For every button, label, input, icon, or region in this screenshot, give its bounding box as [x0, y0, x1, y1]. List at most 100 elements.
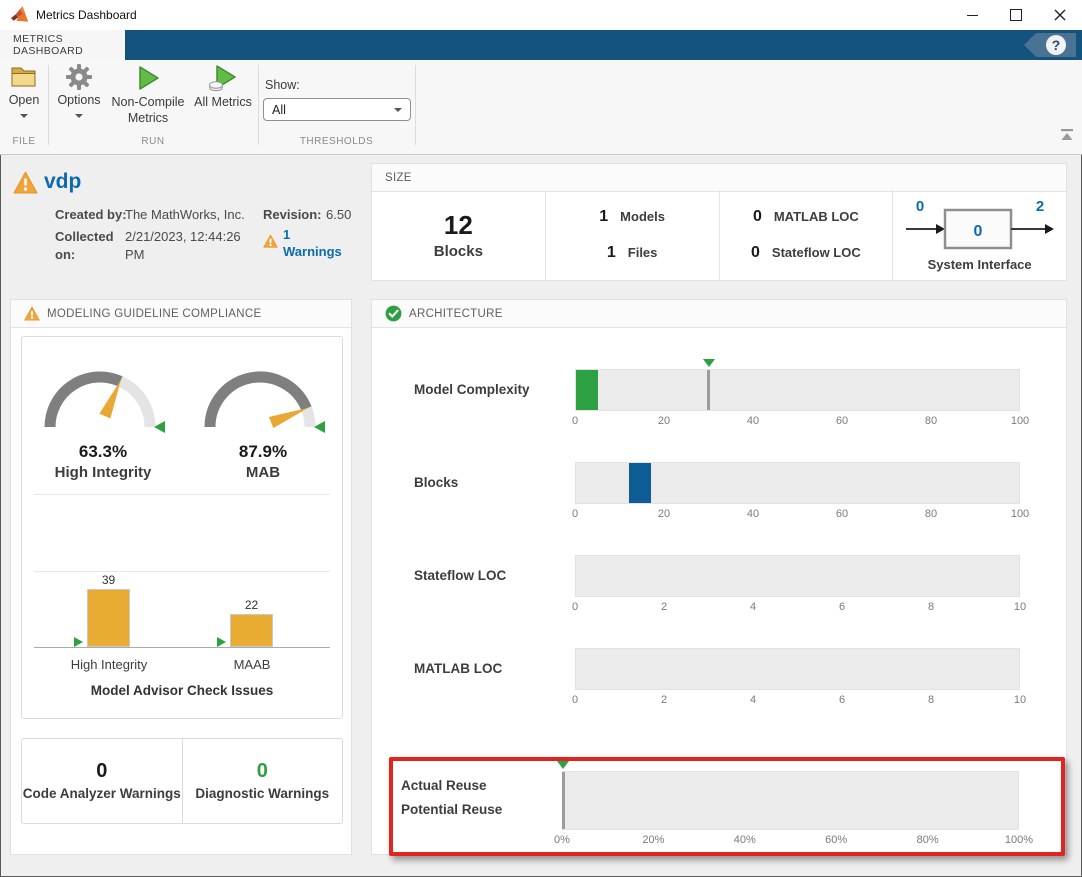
help-icon: ? — [1024, 33, 1076, 57]
model-name: vdp — [44, 170, 82, 193]
size-panel-body: 12 Blocks 1 Models 1 Files 0 MATLAB LOC 0 St… — [372, 190, 1066, 280]
compliance-card: 63.3% High Integrity 87.9% MAB 39 — [21, 336, 343, 719]
axis-tick: 2 — [660, 601, 668, 613]
warning-icon — [24, 306, 40, 321]
thresholds-show-select[interactable]: All — [263, 98, 411, 121]
metric-track — [575, 359, 1020, 411]
minimize-button[interactable] — [950, 0, 994, 30]
tab-metrics-dashboard[interactable]: METRICS DASHBOARD — [0, 30, 125, 60]
chart-title: Model Advisor Check Issues — [90, 683, 274, 698]
model-warning-icon — [13, 171, 38, 199]
counter-value: 0 — [256, 759, 268, 782]
created-by-label: Created by: — [55, 207, 127, 222]
show-selected-value: All — [272, 102, 286, 117]
axis-ticks: 0 20 40 60 80 100 — [571, 415, 1029, 429]
gauge-mab: 87.9% MAB — [190, 349, 336, 481]
metric-label: Model Complexity — [414, 382, 530, 397]
chevron-down-icon — [394, 107, 402, 112]
options-button[interactable]: Options — [52, 64, 106, 118]
axis-tick: 60 — [835, 415, 849, 427]
code-analyzer-warnings-cell: 0 Code Analyzer Warnings — [22, 739, 183, 823]
axis-tick: 20 — [657, 508, 671, 520]
bar-value: 39 — [101, 572, 116, 587]
svg-text:?: ? — [1052, 37, 1061, 53]
metric-bar — [629, 463, 652, 503]
close-button[interactable] — [1038, 0, 1082, 30]
axis-tick: 0 — [571, 601, 579, 613]
divider — [34, 494, 330, 495]
toolbar-separator — [258, 65, 259, 145]
axis-tick: 80 — [924, 415, 938, 427]
architecture-panel-header: ARCHITECTURE — [372, 300, 1066, 328]
bar-high-integrity: 39 — [87, 573, 130, 647]
matlab-logo-icon — [11, 6, 29, 28]
warnings-icon — [263, 234, 278, 253]
options-label: Options — [57, 93, 101, 107]
axis-tick: 60 — [835, 508, 849, 520]
axis-tick: 0 — [571, 415, 579, 427]
warnings-link[interactable]: 1 Warnings — [283, 227, 342, 261]
metric-label: Blocks — [414, 475, 459, 490]
axis-tick: 8 — [927, 694, 935, 706]
gauge-value: 63.3% — [78, 442, 128, 461]
metric-track — [575, 648, 1020, 690]
axis-tick: 0 — [571, 508, 579, 520]
counter-value: 0 — [96, 759, 108, 782]
axis-ticks: 0 2 4 6 8 10 — [571, 601, 1026, 615]
model-advisor-chart: 39 22 High Integrity MAAB Model Advisor … — [22, 571, 342, 718]
chevron-down-icon — [20, 113, 28, 118]
gauge-dial — [190, 349, 336, 446]
metric-track — [575, 555, 1020, 597]
axis-tick: 8 — [927, 601, 935, 613]
metric-track — [575, 462, 1020, 504]
size-panel: SIZE 12 Blocks 1 Models 1 Files 0 MATLAB LO… — [371, 163, 1067, 281]
axis-tick: 4 — [749, 694, 757, 706]
chevron-down-icon — [75, 113, 83, 118]
size-panel-title: SIZE — [385, 171, 412, 184]
threshold-marker-icon — [74, 637, 83, 647]
stateflow-loc-label: Stateflow LOC — [771, 245, 861, 260]
tab-label: METRICS DASHBOARD — [13, 33, 84, 57]
group-label-thresholds: THRESHOLDS — [299, 136, 374, 147]
matlab-loc-value: 0 — [752, 208, 762, 225]
maximize-button[interactable] — [994, 0, 1038, 30]
architecture-panel-title: ARCHITECTURE — [409, 307, 503, 320]
run-all-icon — [209, 65, 236, 92]
threshold-marker-icon — [217, 637, 226, 647]
matlab-loc-label: MATLAB LOC — [773, 209, 859, 224]
axis-tick: 40 — [746, 508, 760, 520]
collected-on-value: 2/21/2023, 12:44:26 PM — [125, 229, 241, 263]
axis-tick: 80% — [916, 834, 939, 846]
show-label: Show: — [265, 78, 300, 92]
size-panel-header: SIZE — [372, 164, 1066, 192]
help-button[interactable]: ? — [1024, 33, 1076, 57]
axis-tick: 40% — [733, 834, 756, 846]
warnings-card: 0 Code Analyzer Warnings 0 Diagnostic Wa… — [21, 738, 343, 824]
window-title: Metrics Dashboard — [36, 8, 137, 22]
open-button[interactable]: Open — [2, 64, 46, 118]
axis-tick: 100% — [1004, 834, 1034, 846]
collapse-ribbon-icon — [1061, 129, 1073, 140]
divider — [34, 571, 330, 572]
axis-tick: 40 — [746, 415, 760, 427]
revision-value: 6.50 — [326, 207, 352, 222]
created-by-value: The MathWorks, Inc. — [125, 207, 245, 222]
axis-tick: 6 — [838, 694, 846, 706]
models-value: 1 — [599, 208, 609, 225]
size-models-files-cell: 1 Models 1 Files — [546, 190, 720, 280]
open-label: Open — [8, 93, 40, 107]
axis-tick: 0% — [554, 834, 570, 846]
actual-reuse-label: Actual Reuse — [401, 778, 487, 793]
system-interface-cell: 0 0 2 System Interface — [893, 190, 1066, 280]
bar-maab: 22 — [230, 598, 273, 647]
non-compile-metrics-button[interactable]: Non-Compile Metrics — [106, 64, 190, 126]
axis-ticks: 0 2 4 6 8 10 — [572, 694, 1026, 708]
potential-reuse-label: Potential Reuse — [401, 802, 503, 817]
all-metrics-label: All Metrics — [194, 95, 252, 109]
compliance-panel-title: MODELING GUIDELINE COMPLIANCE — [47, 307, 262, 320]
axis-tick: 10 — [1013, 694, 1027, 706]
gear-icon — [66, 64, 92, 90]
collapse-ribbon-button[interactable] — [1060, 128, 1074, 146]
axis-tick: 60% — [825, 834, 848, 846]
all-metrics-button[interactable]: All Metrics — [192, 64, 254, 111]
